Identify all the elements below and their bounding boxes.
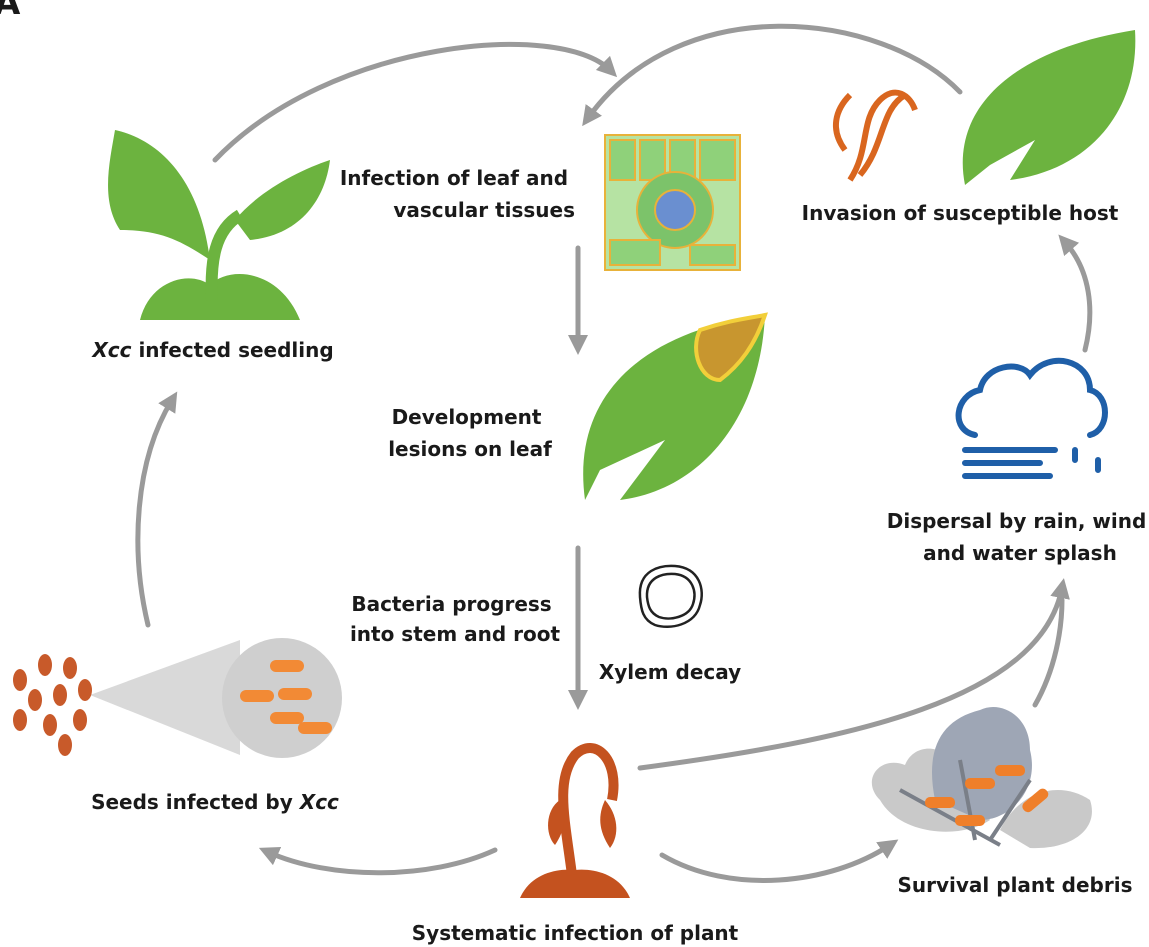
xylem-icon xyxy=(640,566,702,627)
arrow xyxy=(1065,242,1090,350)
arrow xyxy=(268,850,495,873)
label-line: Dispersal by rain, wind xyxy=(887,509,1147,533)
wilted-plant-icon xyxy=(520,748,630,898)
tissue-icon xyxy=(605,135,740,270)
node-label: Infection of leaf and vascular tissues xyxy=(340,166,575,222)
debris-icon xyxy=(872,707,1092,848)
label-line: Survival plant debris xyxy=(898,873,1133,897)
node-label: Dispersal by rain, wind and water splash xyxy=(887,509,1149,565)
label-line: into stem and root xyxy=(350,622,561,646)
node-label: Development lesions on leaf xyxy=(388,405,552,461)
label-line: lesions on leaf xyxy=(388,437,552,461)
node-label: Survival plant debris xyxy=(898,873,1133,897)
node-label: Xcc infected seedling xyxy=(90,338,333,362)
weather-icon xyxy=(959,361,1105,476)
arrow xyxy=(215,44,610,160)
invasion-icon xyxy=(836,30,1135,185)
label-line: Systematic infection of plant xyxy=(412,921,739,945)
label-text: infected seedling xyxy=(138,338,333,362)
label-emphasis: Xcc xyxy=(298,790,339,814)
label-text: Seeds infected by xyxy=(91,790,293,814)
node-label: Bacteria progress into stem and root xyxy=(350,592,561,646)
panel-label: A xyxy=(0,0,21,23)
lesion-leaf-icon xyxy=(583,315,765,500)
label-line: Invasion of susceptible host xyxy=(802,201,1119,225)
label-line: Development xyxy=(392,405,542,429)
label-line: and water splash xyxy=(923,541,1117,565)
arrow xyxy=(662,845,890,880)
label-line: vascular tissues xyxy=(393,198,575,222)
arrow xyxy=(588,26,960,118)
label-emphasis: Xcc xyxy=(90,338,131,362)
label-line: Xylem decay xyxy=(599,660,741,684)
node-label: Invasion of susceptible host xyxy=(802,201,1119,225)
node-label: Xylem decay xyxy=(599,660,741,684)
node-label: Systematic infection of plant xyxy=(412,921,739,945)
arrow xyxy=(138,400,172,625)
label-line: Infection of leaf and xyxy=(340,166,568,190)
label-line: Bacteria progress xyxy=(351,592,551,616)
arrow xyxy=(1035,600,1062,705)
diagram: A xyxy=(0,0,1149,947)
seeds-icon xyxy=(13,638,342,758)
